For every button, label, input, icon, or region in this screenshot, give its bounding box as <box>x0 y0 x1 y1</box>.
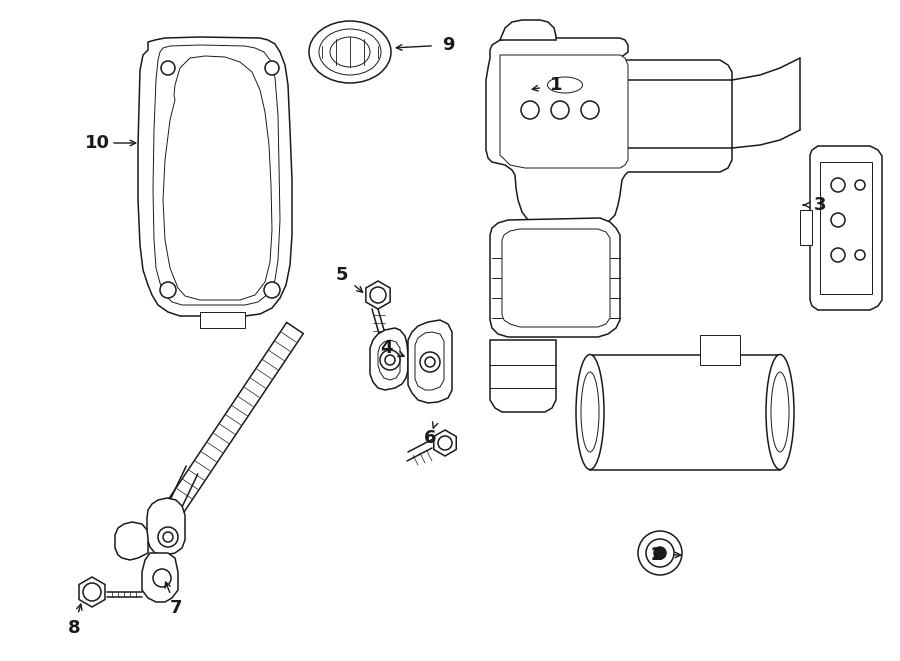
Circle shape <box>158 527 178 547</box>
Polygon shape <box>408 320 452 403</box>
Polygon shape <box>810 146 882 310</box>
Circle shape <box>161 61 175 75</box>
Circle shape <box>438 436 452 450</box>
Circle shape <box>638 531 682 575</box>
Polygon shape <box>820 162 872 294</box>
Polygon shape <box>434 430 456 456</box>
Circle shape <box>581 101 599 119</box>
Polygon shape <box>138 37 292 316</box>
Circle shape <box>380 350 400 370</box>
Circle shape <box>831 178 845 192</box>
Ellipse shape <box>309 21 391 83</box>
Ellipse shape <box>771 372 789 452</box>
Polygon shape <box>153 45 280 305</box>
Polygon shape <box>370 328 408 390</box>
Circle shape <box>385 355 395 365</box>
Text: 1: 1 <box>550 76 562 94</box>
Ellipse shape <box>581 372 599 452</box>
Text: 2: 2 <box>651 546 663 564</box>
Circle shape <box>264 282 280 298</box>
Circle shape <box>83 583 101 601</box>
Polygon shape <box>500 20 556 40</box>
Circle shape <box>163 532 173 542</box>
Circle shape <box>551 101 569 119</box>
Ellipse shape <box>576 354 604 469</box>
Circle shape <box>420 352 440 372</box>
Text: 5: 5 <box>336 266 348 284</box>
Bar <box>800 210 812 245</box>
Polygon shape <box>79 577 105 607</box>
Circle shape <box>646 539 674 567</box>
Polygon shape <box>500 55 628 168</box>
Polygon shape <box>115 522 148 560</box>
Text: 4: 4 <box>380 339 392 357</box>
Text: 3: 3 <box>814 196 826 214</box>
Circle shape <box>855 180 865 190</box>
Circle shape <box>831 213 845 227</box>
Circle shape <box>153 569 171 587</box>
Circle shape <box>521 101 539 119</box>
Circle shape <box>265 61 279 75</box>
Ellipse shape <box>547 77 582 93</box>
Ellipse shape <box>766 354 794 469</box>
Polygon shape <box>378 340 400 380</box>
Circle shape <box>370 287 386 303</box>
Polygon shape <box>200 312 245 328</box>
Circle shape <box>425 357 435 367</box>
Polygon shape <box>490 340 556 412</box>
Polygon shape <box>163 56 272 300</box>
Polygon shape <box>490 218 620 337</box>
Polygon shape <box>147 498 185 555</box>
Polygon shape <box>415 332 444 390</box>
Circle shape <box>855 250 865 260</box>
Text: 8: 8 <box>68 619 80 637</box>
Text: 7: 7 <box>170 599 182 617</box>
Circle shape <box>160 282 176 298</box>
Circle shape <box>831 248 845 262</box>
Ellipse shape <box>319 29 381 75</box>
Polygon shape <box>142 553 178 602</box>
Bar <box>700 335 740 365</box>
Ellipse shape <box>330 37 370 67</box>
Text: 10: 10 <box>85 134 110 152</box>
Polygon shape <box>486 38 732 228</box>
Circle shape <box>654 547 666 559</box>
Text: 9: 9 <box>442 36 454 54</box>
Text: 6: 6 <box>424 429 436 447</box>
Polygon shape <box>502 229 610 327</box>
Bar <box>590 355 780 470</box>
Polygon shape <box>366 281 390 309</box>
